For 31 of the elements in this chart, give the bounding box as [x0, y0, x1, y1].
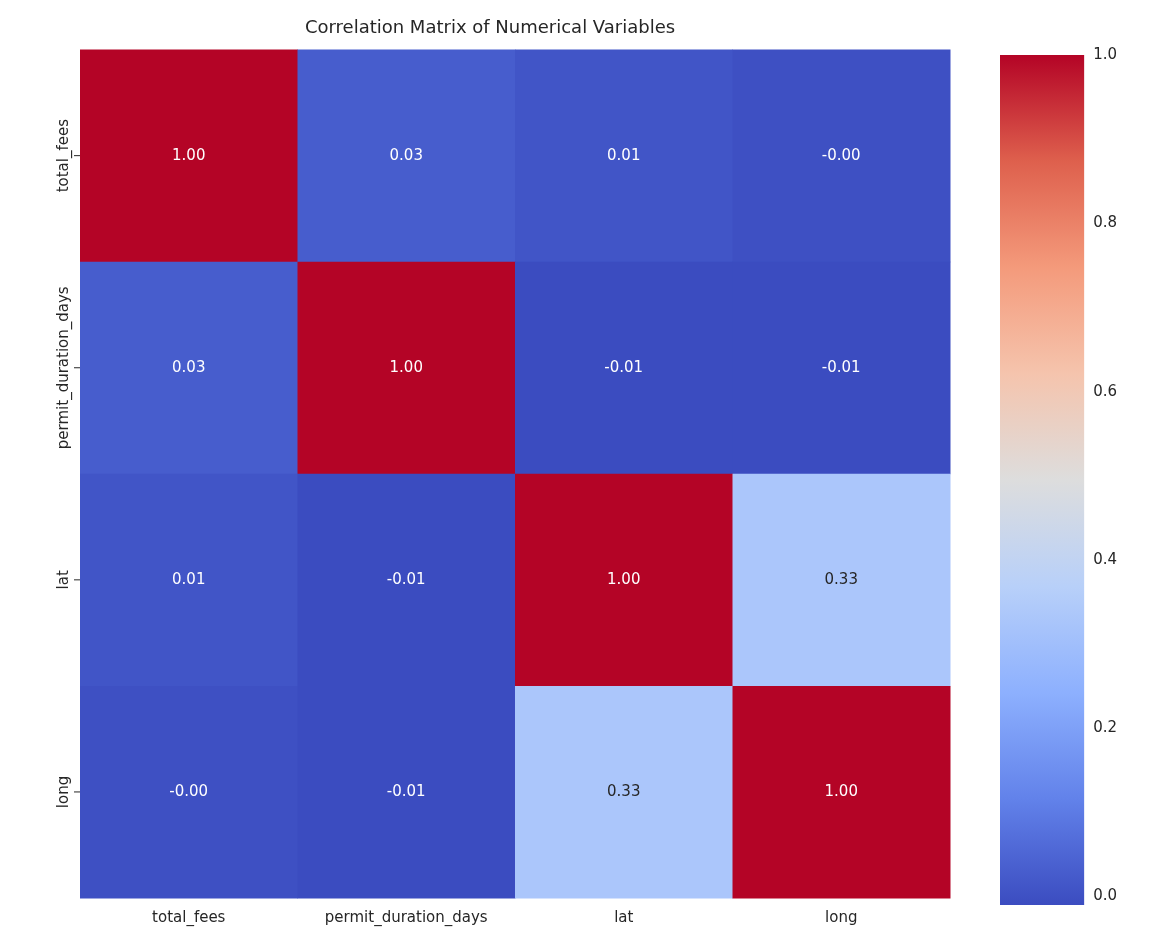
data-label: 0.03 — [172, 357, 206, 376]
x-tick-label: permit_duration_days — [324, 907, 488, 927]
data-label: 1.00 — [824, 781, 858, 800]
data-label: -0.01 — [821, 357, 861, 376]
data-label: 1.00 — [389, 357, 423, 376]
x-tick-label: long — [825, 907, 858, 926]
color-bar-label: 0.6 — [1093, 381, 1117, 400]
x-tick-label: lat — [614, 907, 634, 926]
data-label: 0.01 — [607, 145, 641, 164]
data-label: 0.01 — [172, 569, 206, 588]
color-bar-label: 1.0 — [1093, 44, 1117, 63]
data-label: -0.01 — [386, 781, 426, 800]
data-label: 0.03 — [389, 145, 423, 164]
x-tick-label: total_fees — [152, 907, 226, 927]
data-label: -0.01 — [386, 569, 426, 588]
data-label: 1.00 — [607, 569, 641, 588]
color-bar-label: 0.2 — [1093, 718, 1117, 737]
data-label: -0.01 — [604, 357, 644, 376]
y-tick-label: permit_duration_days — [54, 286, 74, 450]
y-tick-label: long — [54, 775, 73, 809]
y-tick-label: total_fees — [54, 118, 74, 193]
data-label: 0.33 — [607, 781, 641, 800]
chart-title: Correlation Matrix of Numerical Variables — [304, 16, 676, 38]
y-tick-label: lat — [54, 570, 73, 590]
data-label: -0.00 — [169, 781, 209, 800]
data-label: 1.00 — [172, 145, 206, 164]
color-bar-label: 0.4 — [1093, 549, 1117, 568]
color-bar-label: 0.8 — [1093, 213, 1117, 232]
data-label: -0.00 — [821, 145, 861, 164]
data-label: 0.33 — [824, 569, 858, 588]
color-bar-label: 0.0 — [1093, 886, 1117, 905]
